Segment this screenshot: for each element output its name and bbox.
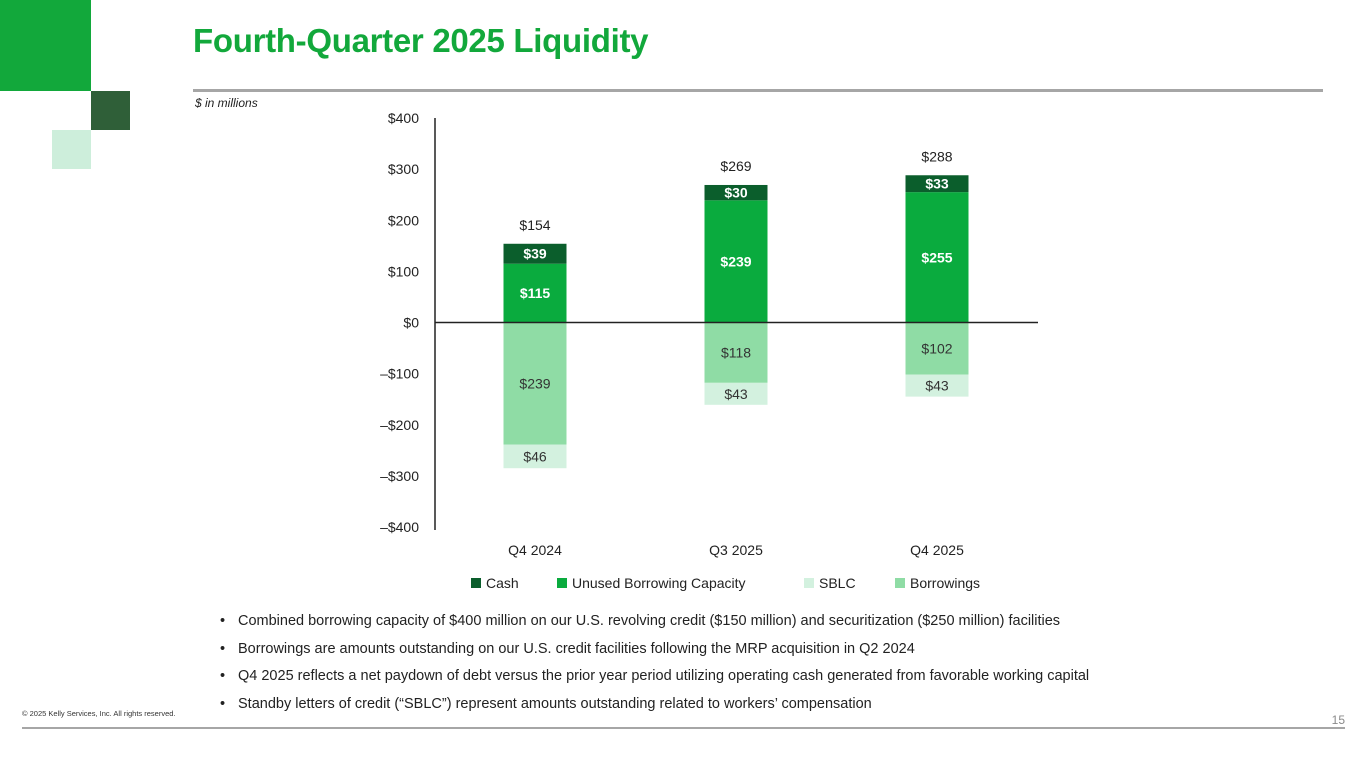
bar-label-sblc: $43 (724, 386, 748, 402)
bar-label-sblc: $43 (925, 378, 949, 394)
legend-swatch-unused_capacity (557, 578, 567, 588)
bar-label-unused_capacity: $115 (520, 285, 551, 301)
y-tick-label: –$400 (380, 519, 419, 535)
bar-label-unused_capacity: $255 (921, 249, 952, 265)
legend-swatch-sblc (804, 578, 814, 588)
bar-cash (503, 243, 567, 264)
bar-borrowings (704, 322, 768, 383)
decor-light-square (52, 130, 91, 169)
bar-label-borrowings: $102 (921, 341, 952, 357)
decor-dark-square (91, 91, 130, 130)
x-category-label: Q4 2025 (910, 542, 964, 558)
legend-swatch-cash (471, 578, 481, 588)
y-tick-label: $100 (388, 263, 419, 279)
bar-borrowings (905, 322, 969, 375)
legend-label-borrowings: Borrowings (910, 575, 980, 591)
bar-cash (704, 184, 768, 201)
bar-borrowings (503, 322, 567, 445)
bar-label-sblc: $46 (523, 448, 547, 464)
footer-divider (22, 727, 1345, 729)
unit-note: $ in millions (195, 96, 258, 110)
y-tick-label: –$100 (380, 366, 419, 382)
bullet-item: Q4 2025 reflects a net paydown of debt v… (218, 666, 1089, 694)
y-tick-label: $200 (388, 212, 419, 228)
bar-sblc (905, 374, 969, 397)
bullet-item: Borrowings are amounts outstanding on ou… (218, 639, 1089, 667)
total-label: $288 (921, 148, 952, 164)
bar-label-unused_capacity: $239 (720, 253, 751, 269)
x-category-label: Q4 2024 (508, 542, 562, 558)
title-divider (193, 89, 1323, 92)
bar-label-borrowings: $239 (519, 376, 550, 392)
page-number: 15 (1331, 713, 1345, 727)
bar-label-cash: $39 (523, 246, 547, 262)
legend-label-unused_capacity: Unused Borrowing Capacity (572, 575, 746, 591)
bullet-list: Combined borrowing capacity of $400 mill… (218, 611, 1089, 721)
y-tick-label: –$300 (380, 468, 419, 484)
y-tick-label: –$200 (380, 417, 419, 433)
bullet-item: Standby letters of credit (“SBLC”) repre… (218, 694, 1089, 722)
bullet-item: Combined borrowing capacity of $400 mill… (218, 611, 1089, 639)
x-category-label: Q3 2025 (709, 542, 763, 558)
copyright-notice: © 2025 Kelly Services, Inc. All rights r… (22, 709, 176, 718)
bar-sblc (704, 382, 768, 405)
legend-label-sblc: SBLC (819, 575, 856, 591)
bar-cash (905, 175, 969, 193)
y-tick-label: $0 (403, 315, 419, 331)
total-label: $269 (720, 158, 751, 174)
bar-unused_capacity (503, 263, 567, 323)
y-tick-label: $300 (388, 161, 419, 177)
decor-green-block (0, 0, 91, 91)
legend-swatch-borrowings (895, 578, 905, 588)
y-tick-label: $400 (388, 110, 419, 126)
bar-label-cash: $33 (925, 176, 949, 192)
bar-label-cash: $30 (724, 185, 748, 201)
legend-label-cash: Cash (486, 575, 519, 591)
page-title: Fourth-Quarter 2025 Liquidity (193, 22, 649, 59)
bar-label-borrowings: $118 (721, 345, 751, 361)
bar-unused_capacity (905, 192, 969, 323)
bar-unused_capacity (704, 200, 768, 323)
liquidity-chart: $400 $300 $200 $100 $0 –$100 –$200 –$300 –$400 $1… (380, 110, 1038, 591)
bar-sblc (503, 444, 567, 469)
total-label: $154 (519, 217, 550, 233)
